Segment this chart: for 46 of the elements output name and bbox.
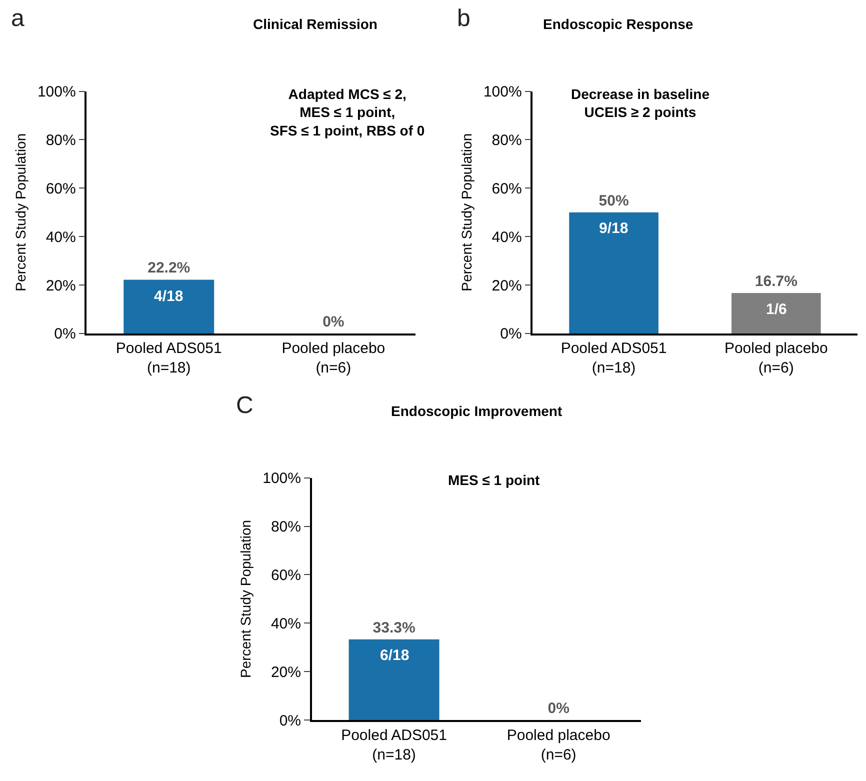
y-tick-label: 80% (270, 518, 302, 536)
text: C (236, 392, 254, 419)
x-tick-label: Pooled ADS051 (n=18) (116, 340, 222, 377)
data-label: 16.7% (754, 273, 798, 290)
x-tick-label: Pooled ADS051 (n=18) (560, 340, 667, 377)
text: Adapted MCS ≤ 2, MES ≤ 1 point, SFS ≤ 1 point, RBS of 0 (270, 86, 425, 138)
chart-title: Endoscopic Improvement (391, 403, 562, 419)
y-tick-label: 40% (492, 228, 522, 246)
annotation: 1/6 (766, 301, 787, 318)
x-tick-label: Pooled placebo (n=6) (724, 340, 828, 377)
y-tick-label: 20% (46, 277, 76, 294)
y-tick-label: 0% (500, 326, 522, 343)
y-tick-label: 80% (492, 132, 522, 149)
y-tick-label: 100% (262, 470, 302, 488)
chart-title: Endoscopic Response (543, 16, 694, 32)
y-tick-label: 80% (46, 132, 76, 149)
chart-title: Clinical Remission (253, 16, 378, 32)
text: b (457, 5, 470, 32)
y-axis-title: Percent Study Population (458, 133, 475, 292)
y-tick-label: 20% (270, 664, 302, 681)
y-tick-label: 60% (270, 566, 302, 584)
data-label: 0% (548, 700, 570, 718)
annotation: 4/18 (154, 288, 184, 305)
y-tick-label: 0% (54, 326, 76, 343)
chart-subtitle: MES ≤ 1 point (448, 472, 540, 488)
data-label: 33.3% (372, 619, 416, 636)
text: a (11, 5, 25, 32)
annotation: 9/18 (599, 220, 628, 237)
x-tick-label: Pooled placebo (n=6) (282, 340, 386, 377)
y-tick-label: 60% (46, 180, 76, 198)
y-tick-label: 40% (270, 615, 302, 632)
x-tick-label: Pooled ADS051 (n=18) (341, 726, 447, 764)
data-label: 0% (322, 313, 344, 330)
x-tick-label: Pooled placebo (n=6) (506, 726, 610, 764)
chart-subtitle: Decrease in baseline UCEIS ≥ 2 points (571, 86, 710, 120)
y-tick-label: 40% (46, 228, 76, 246)
y-axis-title: Percent Study Population (238, 520, 254, 678)
y-tick-label: 0% (279, 712, 302, 730)
data-label: 50% (598, 192, 629, 210)
y-tick-label: 20% (492, 277, 522, 294)
y-tick-label: 60% (492, 180, 522, 198)
y-tick-label: 100% (483, 84, 522, 101)
data-label: 22.2% (148, 260, 190, 277)
y-axis-title: Percent Study Population (12, 133, 29, 292)
y-tick-label: 100% (37, 84, 76, 101)
annotation: 6/18 (380, 647, 410, 664)
